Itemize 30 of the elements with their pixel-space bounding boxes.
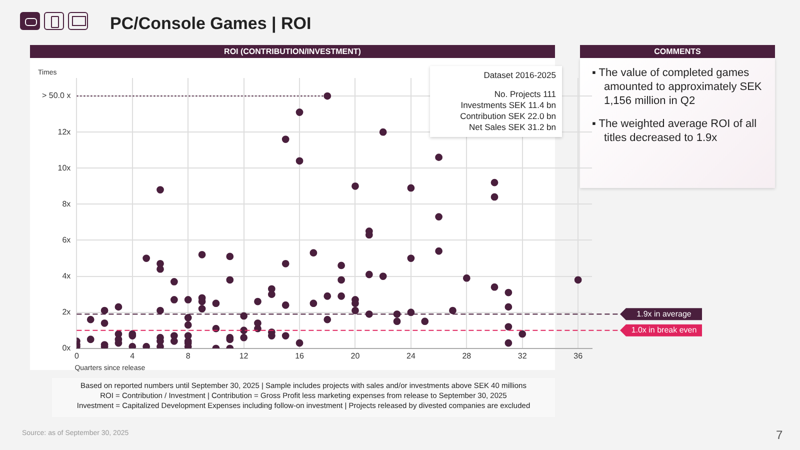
- y-tick-label: 12x: [58, 127, 71, 136]
- annotation: Net Sales SEK 31.2 bn: [468, 122, 556, 133]
- x-tick-label: 16: [295, 351, 305, 360]
- ref-line-label: 1.0x in break even: [631, 326, 697, 335]
- annotation: Dataset 2016-2025: [482, 70, 556, 81]
- annotation: No. Projects 111: [493, 89, 556, 100]
- annotation: Investments SEK 11.4 bn: [460, 100, 556, 111]
- x-tick-label: 4: [130, 351, 136, 360]
- chart-subtitle: ROI (CONTRIBUTION/INVESTMENT): [30, 45, 555, 58]
- chart-title: PC/Console Games | ROI: [110, 14, 312, 34]
- y-tick-label: 8x: [62, 199, 71, 208]
- text: 7: [776, 428, 783, 442]
- y-tick-label: 0x: [62, 344, 71, 353]
- x-tick-label: 0: [74, 351, 80, 360]
- ref-line-label: 1.9x in average: [636, 309, 692, 318]
- x-tick-label: 8: [186, 351, 191, 360]
- y-tick-label: 6x: [62, 235, 71, 244]
- comments-card: ▪ The value of completed games amounted to approximately SEK 1,156 million in Q2 ▪ The weighted average ROI of all titles decreased to 1.9x: [580, 58, 775, 188]
- x-tick-label: 28: [462, 351, 472, 360]
- y-tick-label: 10x: [58, 163, 71, 172]
- x-tick-label: 32: [518, 351, 528, 360]
- x-tick-label: 36: [574, 351, 584, 360]
- annotation: Contribution SEK 22.0 bn: [459, 111, 556, 122]
- y-tick-label: > 50.0 x: [42, 91, 71, 100]
- y-tick-label: 2x: [62, 308, 71, 317]
- x-tick-label: 12: [239, 351, 249, 360]
- x-tick-label: 20: [350, 351, 360, 360]
- x-tick-label: 24: [406, 351, 416, 360]
- y-tick-label: 4x: [62, 271, 71, 280]
- text: COMMENTS: [580, 45, 775, 58]
